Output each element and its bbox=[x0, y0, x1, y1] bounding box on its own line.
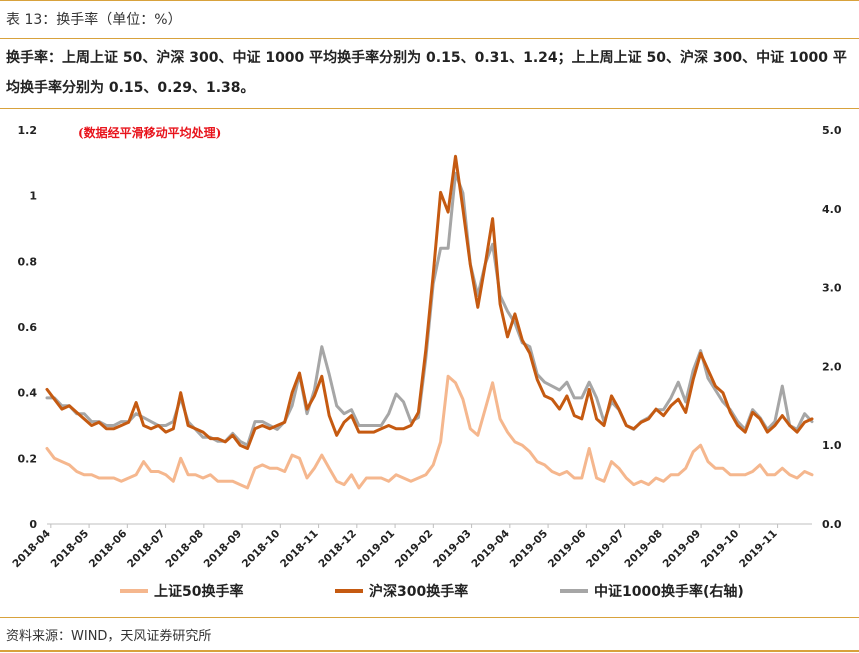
y-left-tick-label: 0 bbox=[29, 518, 37, 531]
y-right-tick-label: 3.0 bbox=[822, 282, 842, 295]
turnover-chart: 0 0.2 0.4 0.6 0.8 1 1.2 0.0 1.0 2.0 3.0 4.0 5.0 2018-… bbox=[10, 124, 842, 600]
y-right-tick-label: 0.0 bbox=[822, 518, 842, 531]
y-right-tick-label: 4.0 bbox=[822, 203, 842, 216]
y-right-tick-label: 1.0 bbox=[822, 439, 842, 452]
legend-label: 上证50换手率 bbox=[154, 583, 243, 600]
x-tick-label: 2019-07 bbox=[584, 528, 627, 571]
x-tick-label: 2018-04 bbox=[10, 528, 53, 571]
y-left-tick-label: 1 bbox=[29, 190, 37, 203]
x-tick-label: 2018-09 bbox=[202, 528, 245, 571]
legend-label: 中证1000换手率(右轴) bbox=[594, 583, 744, 600]
x-tick-label: 2018-06 bbox=[87, 528, 130, 571]
x-tick-label: 2018-11 bbox=[278, 528, 321, 571]
x-tick-label: 2018-10 bbox=[240, 528, 283, 571]
divider bbox=[0, 108, 859, 109]
x-tick-label: 2019-04 bbox=[469, 528, 512, 571]
y-right-tick-label: 2.0 bbox=[822, 360, 842, 373]
x-tick-label: 2019-05 bbox=[508, 528, 551, 571]
y-left-tick-label: 0.2 bbox=[18, 452, 38, 465]
series-line bbox=[45, 154, 814, 450]
x-tick-label: 2019-11 bbox=[737, 528, 780, 571]
x-tick-label: 2019-03 bbox=[431, 528, 474, 571]
y-left-tick-label: 0.8 bbox=[18, 255, 38, 268]
y-right-tick-label: 5.0 bbox=[822, 124, 842, 137]
figure-caption: 表 13：换手率（单位：%） bbox=[6, 12, 182, 28]
source-note: 资料来源：WIND，天风证券研究所 bbox=[6, 629, 212, 644]
y-left-tick-label: 0.4 bbox=[18, 387, 38, 400]
series-line bbox=[45, 374, 814, 490]
x-tick-label: 2018-08 bbox=[163, 528, 206, 571]
y-left-tick-label: 0.6 bbox=[18, 321, 38, 334]
y-left-tick-label: 1.2 bbox=[18, 124, 38, 137]
x-tick-label: 2019-01 bbox=[355, 528, 398, 571]
x-tick-label: 2018-05 bbox=[49, 528, 92, 571]
x-tick-label: 2018-07 bbox=[125, 528, 168, 571]
x-tick-label: 2019-02 bbox=[393, 528, 436, 571]
summary-text: 换手率：上周上证 50、沪深 300、中证 1000 平均换手率分别为 0.15… bbox=[6, 50, 847, 96]
x-tick-label: 2019-08 bbox=[622, 528, 665, 571]
chart-annotation: (数据经平滑移动平均处理) bbox=[78, 125, 221, 140]
divider bbox=[0, 38, 859, 39]
legend-label: 沪深300换手率 bbox=[369, 583, 468, 600]
x-tick-label: 2019-10 bbox=[699, 528, 742, 571]
x-tick-label: 2018-12 bbox=[316, 528, 359, 571]
divider bbox=[0, 617, 859, 618]
bottom-rule bbox=[0, 650, 859, 652]
x-tick-label: 2019-06 bbox=[546, 528, 589, 571]
top-rule bbox=[0, 0, 859, 1]
x-tick-label: 2019-09 bbox=[661, 528, 704, 571]
